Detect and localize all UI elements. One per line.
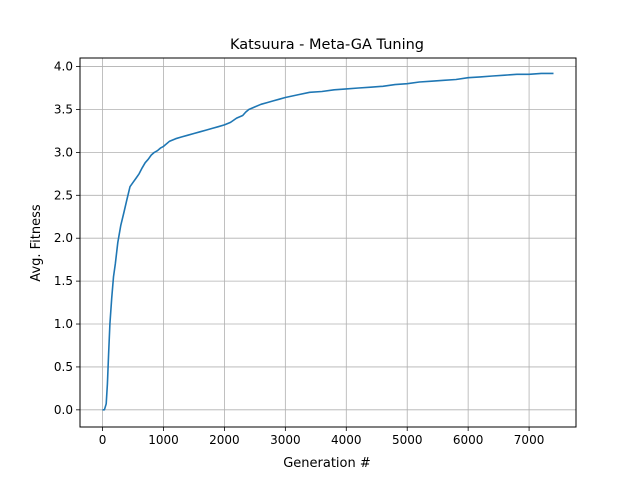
y-tick-label: 3.0 bbox=[54, 145, 73, 159]
x-tick-label: 5000 bbox=[392, 433, 423, 447]
x-tick-label: 4000 bbox=[331, 433, 362, 447]
y-tick-label: 3.5 bbox=[54, 102, 73, 116]
y-tick-label: 2.5 bbox=[54, 188, 73, 202]
gridlines bbox=[80, 58, 576, 427]
y-tick-label: 1.0 bbox=[54, 317, 73, 331]
x-tick-label: 2000 bbox=[209, 433, 240, 447]
x-axis-ticks: 0 1000 2000 3000 4000 5000 6000 7000 bbox=[99, 427, 545, 447]
y-axis-ticks: 0.0 0.5 1.0 1.5 2.0 2.5 3.0 3.5 4.0 bbox=[54, 60, 80, 417]
y-tick-label: 0.0 bbox=[54, 403, 73, 417]
x-axis-label: Generation # bbox=[283, 456, 371, 471]
chart-title: Katsuura - Meta-GA Tuning bbox=[230, 37, 424, 53]
x-tick-label: 6000 bbox=[453, 433, 484, 447]
y-tick-label: 2.0 bbox=[54, 231, 73, 245]
x-tick-label: 3000 bbox=[270, 433, 301, 447]
y-tick-label: 0.5 bbox=[54, 360, 73, 374]
y-tick-label: 4.0 bbox=[54, 60, 73, 74]
plot-frame bbox=[79, 57, 577, 428]
series-line bbox=[102, 72, 554, 411]
y-tick-label: 1.5 bbox=[54, 274, 73, 288]
x-tick-label: 7000 bbox=[514, 433, 545, 447]
x-tick-label: 1000 bbox=[148, 433, 179, 447]
series-group bbox=[102, 72, 554, 411]
y-axis-label: Avg. Fitness bbox=[29, 204, 44, 282]
x-tick-label: 0 bbox=[99, 433, 107, 447]
